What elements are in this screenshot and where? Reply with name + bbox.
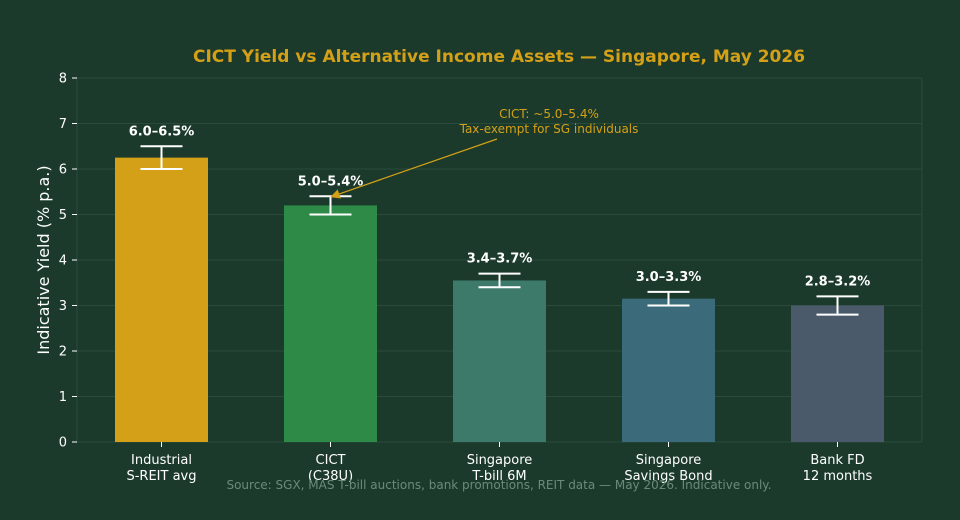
y-tick-label: 7 xyxy=(59,117,67,132)
y-tick-label: 5 xyxy=(59,208,67,223)
bar xyxy=(284,205,377,442)
data-label: 2.8–3.2% xyxy=(805,274,871,289)
y-tick-label: 2 xyxy=(59,345,67,360)
data-label: 3.0–3.3% xyxy=(636,270,702,285)
category-label: CICT xyxy=(316,453,346,468)
y-axis: 0 1 2 3 4 5 6 7 8 xyxy=(59,72,77,451)
bars: 6.0–6.5% 5.0–5.4% 3.4–3.7% 3.0–3.3% 2.8–3.2% xyxy=(115,124,884,442)
y-tick-label: 3 xyxy=(59,299,67,314)
bar xyxy=(453,280,546,442)
y-axis-label: Indicative Yield (% p.a.) xyxy=(34,165,53,354)
y-tick-label: 4 xyxy=(59,254,67,269)
category-label: Singapore xyxy=(636,453,702,468)
y-tick-label: 8 xyxy=(59,72,67,87)
category-label: Bank FD xyxy=(810,453,864,468)
bar xyxy=(115,157,208,442)
bar xyxy=(791,305,884,442)
chart-title: CICT Yield vs Alternative Income Assets … xyxy=(193,47,805,67)
category-label: 12 months xyxy=(803,469,873,484)
source-note: Source: SGX, MAS T-bill auctions, bank p… xyxy=(226,478,771,492)
category-label: Singapore xyxy=(467,453,533,468)
annotation: CICT: ~5.0–5.4%Tax-exempt for SG individ… xyxy=(330,107,639,199)
category-label: Savings Bond xyxy=(624,469,712,484)
data-label: 3.4–3.7% xyxy=(467,252,533,267)
category-label: Industrial xyxy=(131,453,192,468)
data-label: 6.0–6.5% xyxy=(129,124,195,139)
y-tick-label: 6 xyxy=(59,163,67,178)
y-tick-label: 0 xyxy=(59,436,67,451)
annotation-text: Tax-exempt for SG individuals xyxy=(459,122,639,136)
category-label: S-REIT avg xyxy=(126,469,196,484)
annotation-text: CICT: ~5.0–5.4% xyxy=(499,107,599,121)
bar xyxy=(622,298,715,442)
annotation-arrow xyxy=(330,138,498,199)
category-label: (C38U) xyxy=(308,469,353,484)
y-tick-label: 1 xyxy=(59,390,67,405)
data-label: 5.0–5.4% xyxy=(298,174,364,189)
category-label: T-bill 6M xyxy=(471,469,526,484)
